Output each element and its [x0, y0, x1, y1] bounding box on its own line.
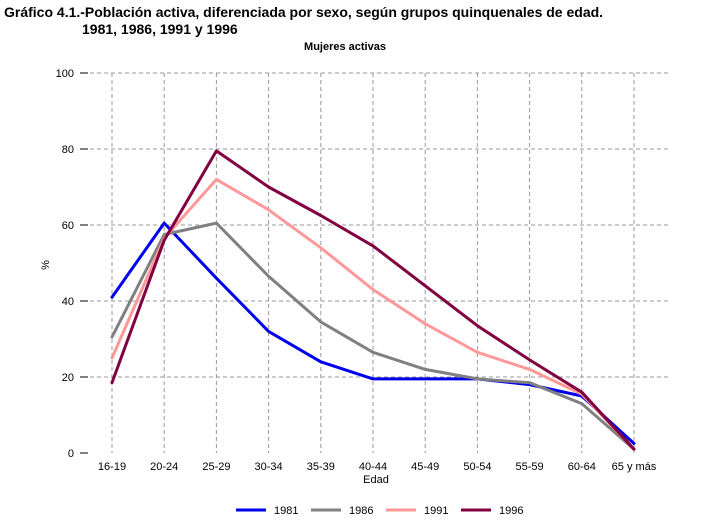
legend-label-1996: 1996: [499, 505, 523, 517]
x-tick-label: 20-24: [150, 461, 178, 473]
y-tick-label: 40: [62, 296, 74, 308]
y-tick-label: 0: [68, 448, 74, 460]
y-tick-label: 20: [62, 372, 74, 384]
figure-title: Gráfico 4.1.-Población activa, diferenci…: [4, 4, 603, 38]
x-tick-label: 45-49: [411, 461, 439, 473]
series-line-1996: [110, 149, 636, 451]
series-line-1986: [110, 221, 636, 451]
axes: 0 20 40 60 80 100 16-19 20-24 25-29 30-34 35-39 40-…: [56, 68, 657, 473]
legend-label-1991: 1991: [424, 505, 448, 517]
grid-lines: [90, 72, 668, 453]
legend-label-1986: 1986: [349, 505, 373, 517]
series-line-1991: [110, 177, 636, 451]
x-tick-label: 50-54: [463, 461, 491, 473]
y-tick-label: 80: [62, 144, 74, 156]
x-tick-label: 40-44: [359, 461, 387, 473]
x-tick-label: 16-19: [98, 461, 126, 473]
series-lines: [110, 149, 636, 451]
figure-title-line-2: 1981, 1986, 1991 y 1996: [82, 21, 238, 37]
chart-title: Mujeres activas: [304, 41, 386, 53]
x-axis-label: Edad: [363, 474, 389, 486]
x-tick-label: 35-39: [307, 461, 335, 473]
x-tick-label: 55-59: [516, 461, 544, 473]
y-tick-label: 100: [56, 68, 74, 80]
y-tick-label: 60: [62, 220, 74, 232]
x-tick-label: 30-34: [255, 461, 283, 473]
y-axis-label: %: [40, 260, 52, 270]
legend-label-1981: 1981: [274, 505, 298, 517]
legend: 1981 1986 1991 1996: [236, 505, 523, 517]
x-tick-label: 60-64: [568, 461, 596, 473]
x-tick-label: 25-29: [202, 461, 230, 473]
figure-title-line-1: Gráfico 4.1.-Población activa, diferenci…: [4, 4, 604, 20]
x-tick-label: 65 y más: [612, 461, 657, 473]
